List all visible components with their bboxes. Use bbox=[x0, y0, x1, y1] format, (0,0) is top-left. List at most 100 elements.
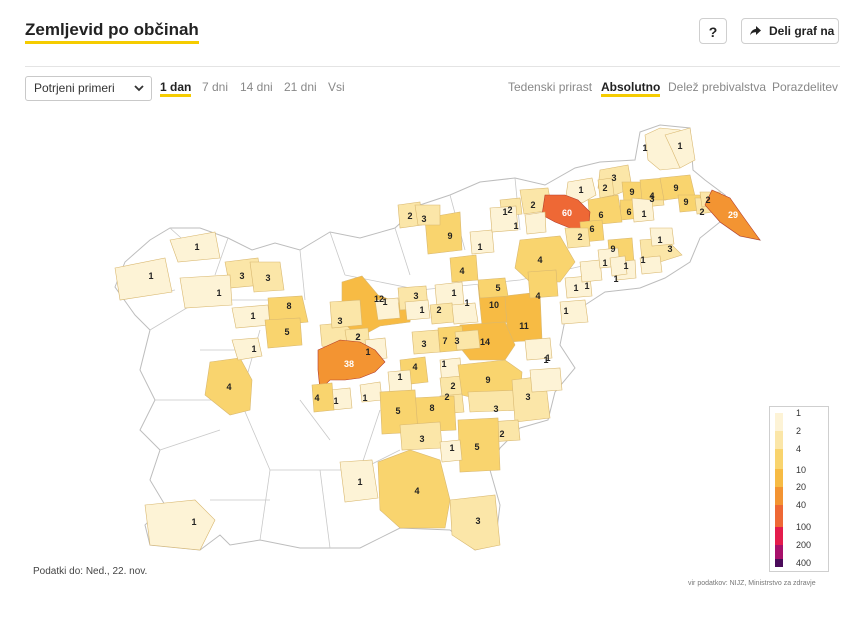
municipality-region[interactable] bbox=[489, 205, 519, 233]
municipality-value-label: 4 bbox=[414, 486, 419, 496]
municipality-value-label: 8 bbox=[286, 301, 291, 311]
tab-mode-weekly-growth[interactable]: Tedenski prirast bbox=[508, 80, 593, 94]
municipality-region[interactable] bbox=[704, 189, 761, 241]
municipality-value-label: 3 bbox=[239, 271, 244, 281]
municipality-region[interactable] bbox=[664, 127, 696, 169]
municipality-value-label: 1 bbox=[578, 185, 583, 195]
municipality-region[interactable] bbox=[231, 337, 263, 361]
municipality-region[interactable] bbox=[449, 494, 501, 551]
municipality-region[interactable] bbox=[311, 382, 335, 413]
municipality-value-label: 1 bbox=[573, 283, 578, 293]
tab-period-1-day[interactable]: 1 dan bbox=[160, 80, 192, 97]
tab-mode-absolute[interactable]: Absolutno bbox=[601, 80, 661, 97]
legend-color-swatch bbox=[775, 487, 783, 505]
municipality-region[interactable] bbox=[144, 499, 216, 551]
municipality-region[interactable] bbox=[114, 257, 173, 301]
municipality-region[interactable] bbox=[597, 177, 615, 199]
municipality-region[interactable] bbox=[451, 302, 479, 325]
municipality-value-label: 2 bbox=[499, 429, 504, 439]
municipality-value-label: 1 bbox=[584, 281, 589, 291]
municipality-region[interactable] bbox=[639, 255, 663, 275]
municipality-region[interactable] bbox=[454, 329, 481, 351]
municipality-region[interactable] bbox=[414, 204, 441, 226]
municipality-value-label: 3 bbox=[421, 339, 426, 349]
legend-color-swatch bbox=[775, 449, 783, 469]
legend-label: 400 bbox=[796, 558, 812, 568]
municipality-region[interactable] bbox=[579, 259, 603, 283]
municipality-region[interactable] bbox=[377, 449, 451, 529]
municipality-value-label: 1 bbox=[640, 255, 645, 265]
municipality-value-label: 2 bbox=[577, 232, 582, 242]
municipality-region[interactable] bbox=[527, 269, 559, 299]
legend-label: 2 bbox=[796, 426, 802, 436]
tab-period-7-days[interactable]: 7 dni bbox=[202, 80, 229, 94]
municipality-value-label: 9 bbox=[673, 183, 678, 193]
municipality-value-label: 1 bbox=[449, 443, 454, 453]
municipality-region[interactable] bbox=[524, 337, 553, 361]
municipality-value-label: 2 bbox=[355, 332, 360, 342]
municipality-region[interactable] bbox=[404, 299, 431, 321]
municipality-value-label: 1 bbox=[477, 242, 482, 252]
municipality-value-label: 3 bbox=[475, 516, 480, 526]
municipality-region[interactable] bbox=[649, 227, 675, 247]
municipality-value-label: 9 bbox=[447, 231, 452, 241]
municipality-value-label: 1 bbox=[357, 477, 362, 487]
municipality-region[interactable] bbox=[429, 302, 455, 325]
municipality-value-label: 5 bbox=[495, 283, 500, 293]
header-divider bbox=[25, 66, 840, 67]
municipality-region[interactable] bbox=[524, 211, 547, 235]
municipality-value-label: 14 bbox=[480, 337, 490, 347]
municipality-region[interactable] bbox=[514, 235, 576, 283]
municipality-value-label: 1 bbox=[441, 359, 446, 369]
tab-period-all[interactable]: Vsi bbox=[328, 80, 345, 94]
municipality-region[interactable] bbox=[609, 255, 628, 277]
municipality-value-label: 1 bbox=[464, 298, 469, 308]
municipality-region[interactable] bbox=[439, 439, 463, 463]
municipality-value-label: 29 bbox=[728, 210, 738, 220]
municipality-value-label: 1 bbox=[502, 207, 507, 217]
municipality-value-label: 5 bbox=[284, 327, 289, 337]
municipality-region[interactable] bbox=[564, 227, 591, 249]
tab-mode-population-share[interactable]: Delež prebivalstva bbox=[668, 80, 767, 94]
legend-label: 4 bbox=[796, 444, 802, 454]
municipality-value-label: 3 bbox=[419, 434, 424, 444]
municipality-region[interactable] bbox=[565, 177, 597, 204]
data-source-note: vir podatkov: NIJZ, Ministrstvo za zdrav… bbox=[688, 580, 816, 587]
legend-label: 200 bbox=[796, 540, 812, 550]
municipality-region[interactable] bbox=[477, 277, 509, 299]
help-button[interactable]: ? bbox=[699, 18, 727, 44]
municipality-region[interactable] bbox=[374, 297, 401, 321]
municipality-value-label: 3 bbox=[493, 404, 498, 414]
dataset-select[interactable]: Potrjeni primeri bbox=[25, 76, 152, 101]
municipality-value-label: 6 bbox=[598, 210, 603, 220]
municipality-region[interactable] bbox=[264, 317, 303, 349]
municipality-region[interactable] bbox=[329, 299, 363, 329]
municipality-value-label: 9 bbox=[610, 244, 615, 254]
legend-color-swatch bbox=[775, 469, 783, 487]
municipality-value-label: 3 bbox=[454, 336, 459, 346]
municipality-region[interactable] bbox=[411, 329, 441, 355]
tab-period-21-days[interactable]: 21 dni bbox=[284, 80, 317, 94]
share-button[interactable]: Deli graf na bbox=[741, 18, 839, 44]
legend-color-swatch bbox=[775, 413, 783, 431]
municipality-region[interactable] bbox=[339, 459, 379, 503]
municipality-region[interactable] bbox=[631, 197, 655, 223]
municipality-region[interactable] bbox=[587, 194, 623, 226]
tab-period-14-days[interactable]: 14 dni bbox=[240, 80, 273, 94]
municipality-value-label: 2 bbox=[450, 381, 455, 391]
municipality-value-label: 6 bbox=[589, 224, 594, 234]
municipality-region[interactable] bbox=[179, 274, 233, 309]
municipality-value-label: 3 bbox=[649, 194, 654, 204]
municipality-region[interactable] bbox=[559, 299, 589, 325]
tab-mode-distribution[interactable]: Porazdelitev bbox=[772, 80, 839, 94]
municipality-value-label: 1 bbox=[543, 355, 548, 365]
municipality-region[interactable] bbox=[249, 261, 285, 293]
municipality-value-label: 12 bbox=[374, 294, 384, 304]
municipality-region[interactable] bbox=[169, 231, 221, 263]
municipality-value-label: 1 bbox=[657, 235, 662, 245]
municipality-value-label: 1 bbox=[251, 344, 256, 354]
municipality-value-label: 1 bbox=[333, 396, 338, 406]
municipality-value-label: 1 bbox=[194, 242, 199, 252]
municipality-region[interactable] bbox=[469, 229, 495, 255]
municipality-region[interactable] bbox=[529, 367, 563, 393]
